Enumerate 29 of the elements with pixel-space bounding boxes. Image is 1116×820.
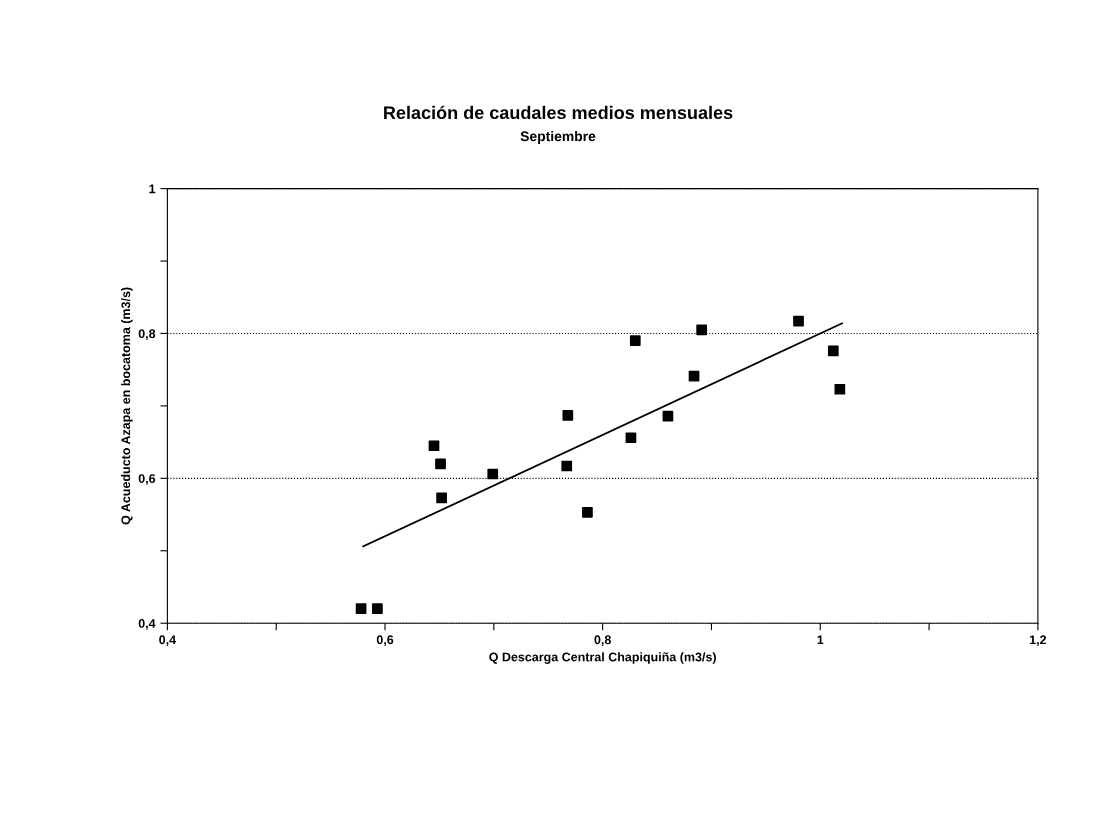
x-tick-label: 0,8	[594, 635, 611, 646]
x-tick-label: 0,6	[376, 635, 394, 646]
point	[487, 468, 499, 480]
y-tick-label: 1	[149, 184, 156, 194]
x-tick-label: 1	[817, 635, 824, 645]
y-tick-label: 0,4	[138, 619, 156, 630]
x-tick-label: 0,4	[159, 635, 177, 646]
y-tick-label: 0,8	[138, 329, 156, 340]
x-axis-title: Q Descarga Central Chapiquiña (m3/s)	[489, 652, 716, 664]
point	[582, 507, 593, 518]
x-tick-label: 1,2	[1029, 635, 1047, 646]
point	[355, 603, 367, 615]
chart-subtitle: Septiembre	[520, 130, 596, 144]
point	[625, 432, 637, 444]
point	[428, 440, 440, 452]
y-tick-label: 0,6	[138, 474, 156, 485]
point	[562, 409, 574, 421]
point	[435, 458, 446, 470]
point	[688, 370, 700, 382]
point	[629, 335, 641, 347]
point	[561, 460, 573, 472]
point	[372, 603, 383, 615]
point	[436, 492, 447, 504]
point	[827, 345, 839, 357]
point	[793, 315, 804, 327]
point	[834, 383, 846, 395]
chart-title: Relación de caudales medios mensuales	[384, 105, 733, 120]
y-axis-title: Q Acueducto Azapa en bocatoma (m3/s)	[121, 287, 133, 525]
point	[696, 324, 708, 336]
